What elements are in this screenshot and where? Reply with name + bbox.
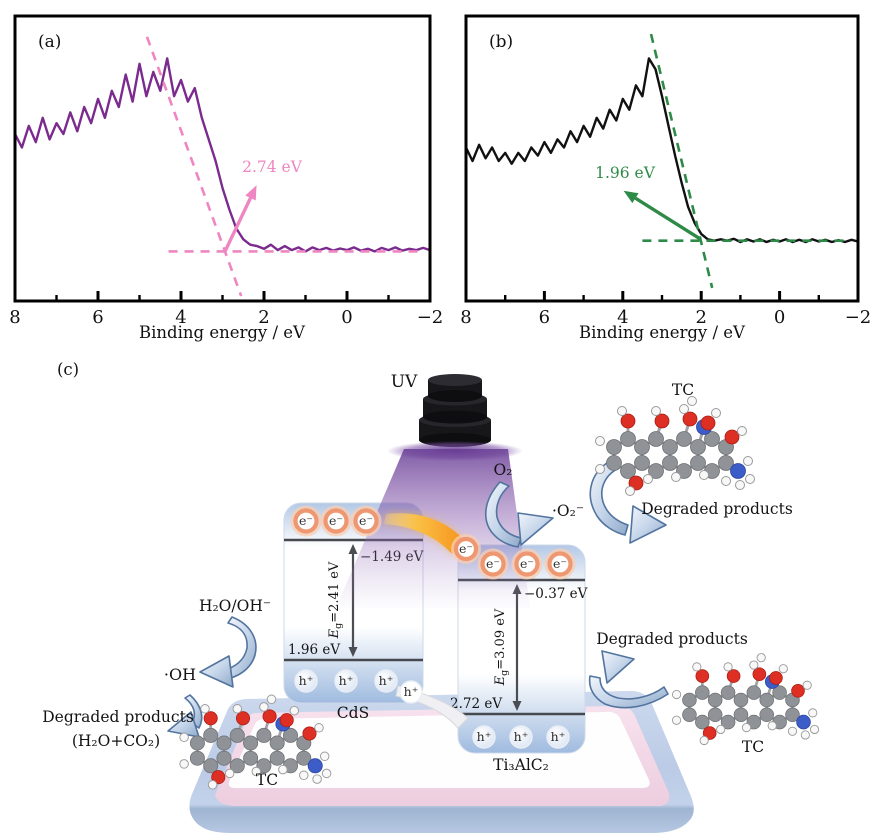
ti3alc2-name: Ti₃AlC₂ bbox=[493, 756, 549, 774]
panel-a-axis-ticks: 8 6 4 2 0 −2 bbox=[9, 291, 443, 328]
panel-a-frame bbox=[13, 14, 432, 303]
hole-label: h⁺ bbox=[514, 729, 529, 744]
uv-label: UV bbox=[391, 372, 418, 392]
degraded-products-top-label: Degraded products bbox=[641, 500, 793, 518]
panel-b-label: (b) bbox=[489, 32, 513, 52]
electron-label: e⁻ bbox=[459, 541, 473, 556]
electron-label: e⁻ bbox=[359, 513, 373, 528]
electron-label: e⁻ bbox=[486, 556, 500, 571]
panel-a-annotation: 2.74 eV bbox=[242, 158, 303, 176]
ti3alc2-electrons: e⁻ e⁻ e⁻ e⁻ bbox=[451, 534, 576, 580]
annotation-arrow-head bbox=[245, 185, 257, 201]
tc-to-degraded-top-arrow bbox=[589, 458, 667, 544]
cds-name: CdS bbox=[337, 704, 369, 722]
tc-label-top: TC bbox=[672, 381, 694, 399]
tc-molecule-bottom-right bbox=[671, 652, 821, 746]
annotation-arrow-shaft bbox=[634, 196, 702, 241]
hole-label: h⁺ bbox=[379, 673, 394, 688]
valence-band-spectrum-a bbox=[13, 57, 431, 253]
x-tick-label: 4 bbox=[175, 307, 186, 328]
band-edge-guide-line bbox=[145, 36, 243, 297]
transfer-hole-label: h⁺ bbox=[404, 684, 419, 699]
panel-a-xaxis-title: Binding energy / eV bbox=[139, 323, 306, 342]
tc-label-bottom-left: TC bbox=[256, 771, 278, 789]
panel-a-guides bbox=[145, 36, 424, 297]
band-edge-guide-line bbox=[649, 33, 714, 289]
hole-label: h⁺ bbox=[339, 673, 354, 688]
panel-b-chart: 8 6 4 2 0 −2 (b) 1.96 eV Binding energy / eV bbox=[460, 14, 871, 342]
x-tick-label: 2 bbox=[695, 307, 706, 328]
electron-label: e⁻ bbox=[520, 556, 534, 571]
panel-b-annotation: 1.96 eV bbox=[595, 164, 656, 182]
cds-electrons: e⁻ e⁻ e⁻ bbox=[290, 505, 382, 537]
panel-a-chart: 8 6 4 2 0 −2 (a) 2.74 eV Binding energy / eV bbox=[9, 14, 443, 342]
hole-label: h⁺ bbox=[299, 673, 314, 688]
valence-band-spectrum-b bbox=[464, 57, 859, 244]
hole-label: h⁺ bbox=[477, 729, 492, 744]
water-to-hydroxyl-arrow bbox=[199, 616, 257, 688]
x-tick-label: 6 bbox=[92, 307, 103, 328]
ti3alc2-cb-value: −0.37 eV bbox=[524, 586, 588, 602]
panel-b-guides bbox=[623, 33, 847, 289]
spectra-panels: 8 6 4 2 0 −2 (a) 2.74 eV Binding energy / eV … bbox=[9, 14, 871, 342]
panel-b-frame bbox=[464, 14, 860, 303]
x-tick-label: −2 bbox=[417, 307, 444, 328]
hydroxyl-radical-label: ·OH bbox=[164, 665, 196, 684]
degraded-products-left-formula: (H₂O+CO₂) bbox=[72, 732, 160, 750]
panel-a-label: (a) bbox=[38, 32, 61, 52]
x-tick-label: 8 bbox=[9, 307, 20, 328]
water-hydroxide-label: H₂O/OH⁻ bbox=[199, 597, 271, 615]
degraded-products-left-label: Degraded products bbox=[42, 708, 194, 726]
cds-vb-value: 1.96 eV bbox=[288, 642, 340, 658]
ti3alc2-vb-value: 2.72 eV bbox=[450, 696, 502, 712]
x-tick-label: 0 bbox=[341, 307, 352, 328]
x-tick-label: 0 bbox=[774, 307, 785, 328]
o2-to-superoxide-arrow bbox=[485, 481, 554, 548]
electron-label: e⁻ bbox=[329, 513, 343, 528]
electron-label: e⁻ bbox=[299, 513, 313, 528]
electron-transfer-comet bbox=[384, 513, 464, 554]
x-tick-label: −2 bbox=[845, 307, 872, 328]
panel-b-xaxis-title: Binding energy / eV bbox=[579, 323, 746, 342]
superoxide-radical-label: ·O₂⁻ bbox=[552, 502, 584, 520]
holes-to-degraded-right-arrow bbox=[588, 650, 669, 709]
x-tick-label: 8 bbox=[460, 307, 471, 328]
cds-holes: h⁺ h⁺ h⁺ h⁺ bbox=[294, 669, 423, 704]
uv-lamp-icon bbox=[419, 374, 491, 447]
ti3alc2-holes: h⁺ h⁺ h⁺ bbox=[472, 725, 570, 749]
ti3alc2-bandgap-label: Eg=3.09 eV bbox=[493, 608, 510, 686]
oxygen-label: O₂ bbox=[494, 461, 513, 479]
tc-molecule-top bbox=[594, 395, 756, 497]
electron-label: e⁻ bbox=[553, 556, 567, 571]
mechanism-diagram: −1.49 eV 1.96 eV Eg=2.41 eV CdS −0.37 eV… bbox=[42, 360, 821, 833]
degraded-products-right-label: Degraded products bbox=[596, 630, 748, 648]
hole-label: h⁺ bbox=[551, 729, 566, 744]
x-tick-label: 4 bbox=[617, 307, 628, 328]
panel-c-label: (c) bbox=[57, 360, 79, 379]
x-tick-label: 2 bbox=[258, 307, 269, 328]
annotation-arrow-shaft bbox=[223, 197, 253, 253]
annotation-arrow-head bbox=[623, 190, 639, 204]
x-tick-label: 6 bbox=[539, 307, 550, 328]
tc-label-bottom-right: TC bbox=[742, 738, 764, 756]
panel-b-axis-ticks: 8 6 4 2 0 −2 bbox=[460, 291, 871, 328]
reaction-arrows bbox=[167, 458, 669, 738]
